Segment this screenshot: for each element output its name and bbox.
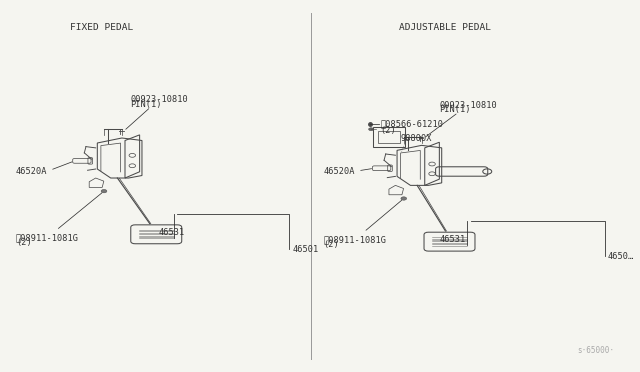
Text: PIN(1): PIN(1)	[439, 105, 470, 115]
Text: 46501: 46501	[292, 244, 319, 253]
Text: (2): (2)	[16, 238, 31, 247]
Text: ⓝ08911-1081G: ⓝ08911-1081G	[16, 193, 102, 242]
Text: 46531: 46531	[159, 228, 185, 237]
Text: ⒲08566-61210: ⒲08566-61210	[380, 119, 443, 128]
Text: 46531: 46531	[440, 235, 466, 244]
Bar	[378, 131, 400, 143]
Text: 4650…: 4650…	[608, 252, 634, 261]
Text: ⓝ08911-1081G: ⓝ08911-1081G	[324, 200, 402, 244]
Circle shape	[369, 128, 374, 131]
Text: s·65000·: s·65000·	[577, 346, 614, 355]
Bar	[372, 127, 405, 147]
Circle shape	[401, 197, 406, 200]
Text: PIN(1): PIN(1)	[130, 100, 161, 109]
Text: (2): (2)	[324, 240, 339, 249]
Text: 46520A: 46520A	[16, 162, 72, 176]
Text: (2): (2)	[380, 126, 396, 135]
Text: 98800X: 98800X	[401, 134, 432, 143]
Text: 46520A: 46520A	[324, 167, 372, 176]
Text: 00923-10810: 00923-10810	[126, 95, 188, 129]
Circle shape	[101, 189, 107, 193]
Text: FIXED PEDAL: FIXED PEDAL	[70, 23, 134, 32]
Text: ADJUSTABLE PEDAL: ADJUSTABLE PEDAL	[399, 23, 492, 32]
Text: 00923-10810: 00923-10810	[426, 100, 497, 137]
